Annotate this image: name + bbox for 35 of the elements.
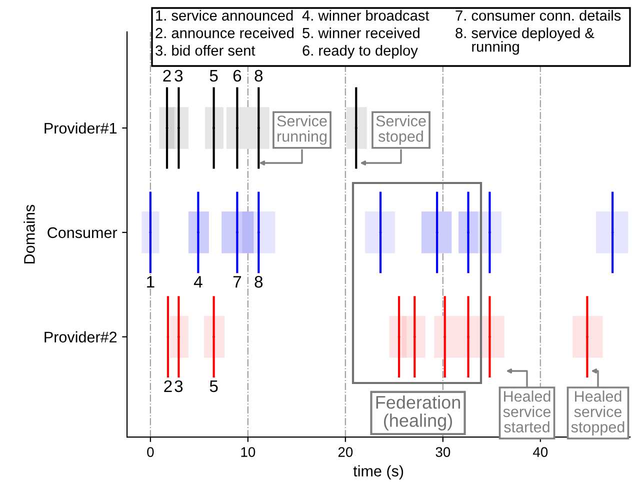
text: 1. service announced: [156, 10, 293, 21]
annotation: Service stoped: [376, 115, 426, 145]
annotation: 8: [254, 70, 263, 82]
annotation: 1: [147, 276, 154, 288]
text: 4. winner broadcast: [302, 10, 430, 21]
text: 7. consumer conn. details: [456, 10, 621, 21]
annotation: 3. bid offer sent: [156, 45, 256, 56]
annotation: Federation (healing): [376, 396, 460, 430]
annotation: 6. ready to deploy: [302, 45, 418, 59]
annotation: 5: [210, 380, 218, 392]
annotation: 4: [194, 276, 202, 288]
annotation: 5: [210, 70, 218, 82]
annotation: Service running: [277, 115, 327, 145]
annotation: 3: [174, 380, 183, 392]
x-tick-label: 30: [436, 447, 450, 457]
x-tick-label: 10: [241, 447, 256, 457]
annotation: 5. winner received: [302, 28, 420, 38]
x-tick-label: 40: [533, 447, 548, 457]
x-tick-label: 0: [147, 447, 154, 457]
y-tick-label: Provider#1: [44, 122, 117, 134]
annotation: 2: [164, 380, 172, 392]
annotation: Healed service started: [503, 390, 551, 432]
annotation: 8: [254, 276, 263, 288]
x-axis-title: time (s): [353, 465, 404, 480]
annotation: 6: [233, 70, 242, 82]
annotation: 7: [233, 276, 241, 288]
annotation: 3: [174, 70, 183, 82]
y-tick-label: Provider#2: [44, 331, 117, 343]
annotation: 2. announce received: [156, 28, 294, 38]
x-tick-label: 20: [338, 447, 353, 457]
y-tick-label: Consumer: [48, 227, 118, 238]
annotation: 2: [163, 70, 171, 82]
annotation: Healed service stopped: [571, 390, 624, 436]
y-axis-title: Domains: [24, 204, 35, 264]
annotation: 8. service deployed & running: [456, 28, 594, 55]
